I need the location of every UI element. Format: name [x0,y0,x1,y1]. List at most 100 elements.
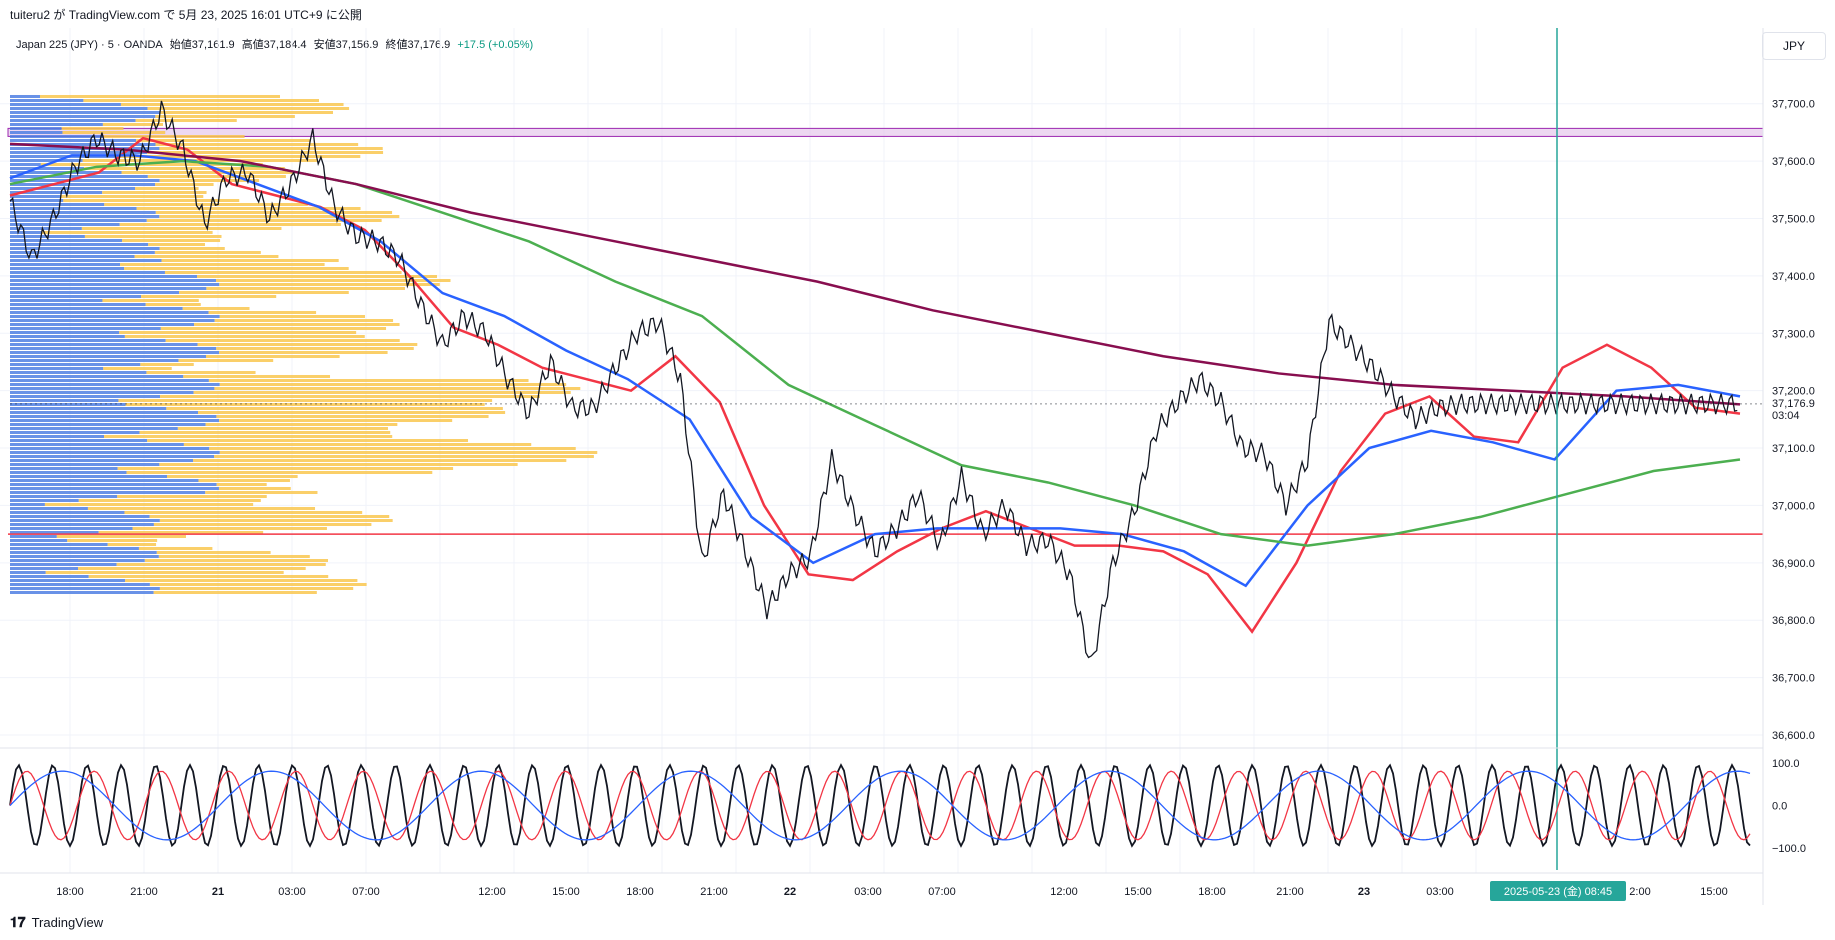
price-axis[interactable]: 37,700.0 37,600.0 37,500.0 37,400.0 37,300.0… [10,99,1815,742]
time-tick-label: 03:00 [1426,886,1454,898]
volume-bar-down [78,567,306,570]
volume-bar-up [10,407,167,410]
price-tick-label: 37,400.0 [1772,271,1815,283]
volume-bar-down [183,443,532,446]
volume-profile [10,95,598,594]
currency-button[interactable]: JPY [1762,32,1826,60]
volume-bar-up [10,427,178,430]
time-tick-label: 18:00 [1198,886,1226,898]
time-tick-label: 18:00 [626,886,654,898]
volume-bar-down [135,187,199,190]
price-chart[interactable]: 37,700.0 37,600.0 37,500.0 37,400.0 37,300.0… [0,0,1835,905]
volume-bar-down [145,303,201,306]
volume-bar-down [45,571,284,574]
symbol-name[interactable]: Japan 225 (JPY) · 5 · OANDA [16,39,163,51]
volume-bar-up [10,339,166,342]
time-tick-label: 21 [212,886,224,898]
volume-bar-down [138,547,213,550]
volume-bar-up [10,439,148,442]
volume-bar-down [166,407,503,410]
volume-bar-down [193,459,567,462]
volume-bar-up [10,323,195,326]
volume-bar-down [107,543,157,546]
volume-bar-down [87,507,316,510]
volume-bar-down [67,539,158,542]
price-tick-label: 37,700.0 [1772,99,1815,111]
volume-bar-up [10,255,135,258]
volume-bar-up [10,271,165,274]
volume-bar-down [118,399,493,402]
volume-bar-down [177,427,388,430]
volume-bar-down [147,439,469,442]
volume-bar-up [10,107,148,110]
oscillator-tick-label: 100.0 [1772,758,1800,770]
price-line [9,100,1738,659]
volume-bar-down [119,331,357,334]
time-axis[interactable]: 18:00 21:00 21 03:00 07:00 12:00 15:00 18:00 21:… [56,881,1728,901]
resistance-zone [7,127,1764,137]
volume-bar-down [160,327,387,330]
volume-bar-up [10,483,217,486]
volume-bar-up [10,367,104,370]
volume-bar-up [10,563,117,566]
volume-bar-up [10,371,147,374]
volume-bar-down [156,551,271,554]
time-tick-label: 15:00 [1124,886,1152,898]
time-tick-label: 21:00 [700,886,728,898]
volume-bar-up [10,531,99,534]
volume-bar-up [10,383,220,386]
time-tick-label: 21:00 [1276,886,1304,898]
volume-bar-down [116,563,326,566]
volume-bar-down [84,167,285,170]
time-tick-label: 03:00 [854,886,882,898]
volume-bar-up [10,251,155,254]
volume-bar-up [10,543,108,546]
time-tick-label: 12:00 [478,886,506,898]
volume-bar-up [10,263,121,266]
volume-bar-up [10,575,89,578]
volume-bar-down [44,503,254,506]
volume-bar-down [117,495,267,498]
volume-bar-up [10,363,141,366]
volume-bar-up [10,119,136,122]
time-tick-label: 18:00 [56,886,84,898]
volume-bar-down [60,195,204,198]
volume-bar-up [10,547,139,550]
volume-bar-up [10,519,160,522]
volume-bar-down [144,559,329,562]
volume-bar-up [10,167,85,170]
volume-bar-up [10,351,220,354]
volume-bar-up [10,507,88,510]
volume-bar-down [102,191,207,194]
volume-bar-down [81,227,282,230]
volume-bar-down [159,463,518,466]
volume-bar-down [117,467,454,470]
volume-bar-down [102,299,199,302]
volume-bar-down [125,579,358,582]
volume-bar-down [179,291,349,294]
cursor-time-label: 2025-05-23 (金) 08:45 [1504,884,1612,898]
volume-bar-down [154,251,261,254]
time-tick-label: 2:00 [1629,886,1650,898]
volume-bar-up [10,491,206,494]
volume-bar-up [10,503,45,506]
volume-bar-up [10,219,147,222]
tradingview-logo-icon: 𝟏𝟕 [10,914,26,930]
volume-bar-up [10,123,103,126]
volume-bar-up [10,403,126,406]
volume-bar-up [10,187,136,190]
volume-bar-down [136,207,361,210]
volume-bar-down [159,215,400,218]
volume-bar-down [103,367,172,370]
oscillator-tick-label: −100.0 [1772,843,1806,855]
volume-bar-up [10,239,123,242]
volume-bar-down [104,203,308,206]
volume-bar-down [40,163,263,166]
volume-bar-down [124,335,365,338]
volume-bar-down [159,147,383,150]
volume-bar-down [122,239,221,242]
volume-bar-up [10,327,161,330]
volume-bar-down [219,315,365,318]
oscillator-axis: 100.0 0.0 −100.0 [1772,758,1806,855]
time-tick-label: 07:00 [352,886,380,898]
